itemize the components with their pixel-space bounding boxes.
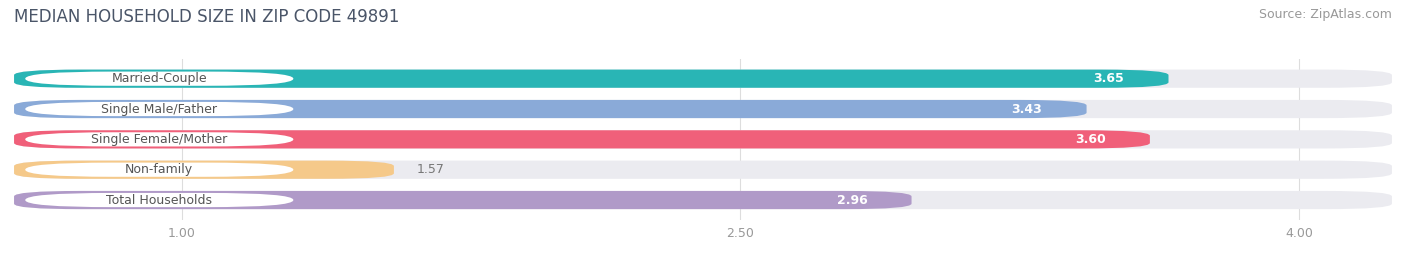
Text: MEDIAN HOUSEHOLD SIZE IN ZIP CODE 49891: MEDIAN HOUSEHOLD SIZE IN ZIP CODE 49891 <box>14 8 399 26</box>
FancyBboxPatch shape <box>14 161 1392 179</box>
FancyBboxPatch shape <box>14 191 1392 209</box>
FancyBboxPatch shape <box>1053 72 1164 85</box>
FancyBboxPatch shape <box>14 130 1392 148</box>
Text: Single Male/Father: Single Male/Father <box>101 103 218 116</box>
Text: Total Households: Total Households <box>107 193 212 207</box>
FancyBboxPatch shape <box>14 161 394 179</box>
FancyBboxPatch shape <box>25 72 294 86</box>
Text: 2.96: 2.96 <box>837 193 868 207</box>
FancyBboxPatch shape <box>25 163 294 177</box>
FancyBboxPatch shape <box>14 70 1168 88</box>
FancyBboxPatch shape <box>14 191 911 209</box>
Text: Source: ZipAtlas.com: Source: ZipAtlas.com <box>1258 8 1392 21</box>
FancyBboxPatch shape <box>14 130 1150 148</box>
Text: Married-Couple: Married-Couple <box>111 72 207 85</box>
FancyBboxPatch shape <box>1035 133 1146 146</box>
FancyBboxPatch shape <box>25 193 294 207</box>
Text: Single Female/Mother: Single Female/Mother <box>91 133 228 146</box>
Text: 1.57: 1.57 <box>416 163 444 176</box>
Text: 3.60: 3.60 <box>1076 133 1105 146</box>
Text: Non-family: Non-family <box>125 163 194 176</box>
FancyBboxPatch shape <box>14 100 1392 118</box>
FancyBboxPatch shape <box>972 102 1083 116</box>
FancyBboxPatch shape <box>14 100 1087 118</box>
FancyBboxPatch shape <box>796 193 908 207</box>
FancyBboxPatch shape <box>25 132 294 146</box>
Text: 3.43: 3.43 <box>1011 103 1042 116</box>
Text: 3.65: 3.65 <box>1094 72 1125 85</box>
FancyBboxPatch shape <box>25 102 294 116</box>
FancyBboxPatch shape <box>14 70 1392 88</box>
